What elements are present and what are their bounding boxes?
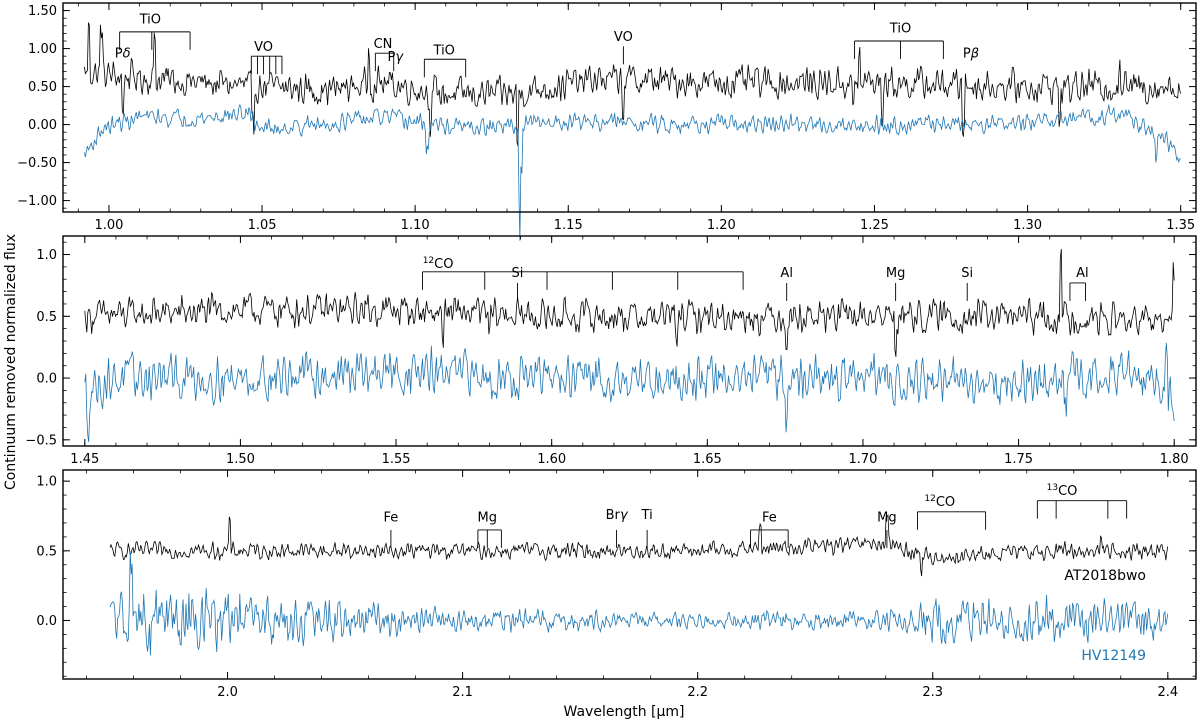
x-tick-label: 1.70 <box>848 452 877 467</box>
line-id-label: Pβ <box>963 47 979 62</box>
x-tick-label: 2.0 <box>217 685 238 700</box>
y-tick-label: 1.50 <box>28 4 57 19</box>
line-id-mg: Mg <box>886 266 905 301</box>
line-id-ti: Ti <box>641 508 653 548</box>
x-tick-label: 1.60 <box>537 452 566 467</box>
x-tick-label: 1.65 <box>693 452 722 467</box>
panel-1: 1.00 1.05 1.10 1.15 1.20 1.25 1.30 1.35 −1.00 −0.… <box>17 2 1197 241</box>
x-tick-label: 1.50 <box>226 452 255 467</box>
line-id-label: TiO <box>433 44 455 59</box>
line-id-si: Si <box>512 266 524 301</box>
spectrum-hv12149 <box>84 103 1181 241</box>
line-id-label: Pδ <box>115 47 131 62</box>
y-tick-label: 0.00 <box>28 118 57 133</box>
y-tick-label: 0.5 <box>36 544 57 559</box>
line-id-label: Al <box>1076 266 1089 281</box>
line-id-pδ: Pδ <box>115 47 131 62</box>
x-tick-label: 1.15 <box>554 218 583 233</box>
x-tick-label: 1.80 <box>1160 452 1189 467</box>
x-tick-label: 1.75 <box>1004 452 1033 467</box>
x-tick-label: 1.35 <box>1166 218 1195 233</box>
x-tick-label: 2.1 <box>452 685 473 700</box>
line-id-si: Si <box>961 266 973 301</box>
line-id-label: TiO <box>889 22 911 37</box>
x-tick-label: 1.00 <box>94 218 123 233</box>
y-tick-label: 0.0 <box>36 372 57 387</box>
x-tick-label: 1.05 <box>248 218 277 233</box>
spectrum-hv12149 <box>84 342 1175 442</box>
y-tick-label: 0.5 <box>36 310 57 325</box>
x-tick-label: 1.55 <box>382 452 411 467</box>
line-id-vo: VO <box>614 30 633 65</box>
line-id-label: Fe <box>384 511 399 526</box>
line-id-al: Al <box>1069 266 1089 301</box>
line-id-label: VO <box>614 30 633 45</box>
line-id-label: 12CO <box>423 256 454 272</box>
line-id-cn: CN <box>374 37 395 72</box>
line-id-pγ: Pγ <box>387 50 404 65</box>
line-id-label: Mg <box>478 511 497 526</box>
line-id-label: Mg <box>877 511 896 526</box>
line-id-tio: TiO <box>854 22 944 59</box>
y-tick-label: 0.0 <box>36 614 57 629</box>
line-id-label: VO <box>254 40 273 55</box>
spectrum-at2018bwo <box>84 22 1182 147</box>
y-tick-label: 1.0 <box>36 475 57 490</box>
line-id-label: 13CO <box>1047 483 1078 499</box>
line-id-12co: 12CO <box>422 256 744 290</box>
x-tick-label: 2.4 <box>1157 685 1178 700</box>
y-tick-label: 1.00 <box>28 42 57 57</box>
panel-2: 1.45 1.50 1.55 1.60 1.65 1.70 1.75 1.80 −0.5 0.0 0… <box>25 235 1197 467</box>
panel-3: 2.0 2.1 2.2 2.3 2.4 0.0 0.5 1.0 Fe Mg Brγ Ti Fe Mg 12C… <box>36 469 1197 700</box>
x-tick-label: 2.2 <box>687 685 708 700</box>
legend-hv12149: HV12149 <box>1081 648 1146 664</box>
x-axis-title: Wavelength [μm] <box>564 704 685 720</box>
spectrum-hv12149 <box>109 551 1169 656</box>
y-tick-label: −0.5 <box>25 433 57 448</box>
line-id-label: Si <box>961 266 973 281</box>
y-axis-title: Continuum removed normalized flux <box>3 234 19 490</box>
line-id-fe: Fe <box>750 511 789 548</box>
x-tick-label: 1.10 <box>401 218 430 233</box>
line-id-label: Si <box>512 266 524 281</box>
line-id-mg: Mg <box>877 511 897 548</box>
y-tick-label: −1.00 <box>17 194 57 209</box>
axes-frame <box>62 469 1197 680</box>
x-tick-label: 2.3 <box>922 685 943 700</box>
line-id-label: Fe <box>762 511 777 526</box>
line-id-label: CN <box>374 37 393 52</box>
line-id-label: Pγ <box>387 50 404 65</box>
line-id-tio: TiO <box>119 13 191 50</box>
line-id-brγ: Brγ <box>606 508 629 548</box>
line-id-label: Brγ <box>606 508 629 523</box>
line-id-pβ: Pβ <box>963 47 979 62</box>
line-id-label: Al <box>780 266 793 281</box>
line-id-label: Ti <box>641 508 653 523</box>
line-id-al: Al <box>780 266 793 301</box>
spectrum-at2018bwo <box>84 249 1175 357</box>
panels: 1.00 1.05 1.10 1.15 1.20 1.25 1.30 1.35 −1.00 −0.… <box>17 2 1197 700</box>
legend-at2018bwo: AT2018bwo <box>1064 568 1146 584</box>
x-tick-label: 1.45 <box>70 452 99 467</box>
line-id-label: Mg <box>886 266 905 281</box>
line-id-tio: TiO <box>423 44 467 78</box>
x-tick-label: 1.20 <box>707 218 736 233</box>
line-id-12co: 12CO <box>917 494 987 530</box>
x-tick-label: 1.25 <box>860 218 889 233</box>
y-tick-label: 0.50 <box>28 80 57 95</box>
line-id-mg: Mg <box>477 511 502 548</box>
y-tick-label: −0.50 <box>17 156 57 171</box>
spectrum-at2018bwo <box>109 514 1169 577</box>
line-id-vo: VO <box>250 40 283 75</box>
line-id-label: TiO <box>139 13 161 28</box>
x-tick-label: 1.30 <box>1013 218 1042 233</box>
line-id-fe: Fe <box>384 511 399 548</box>
line-id-13co: 13CO <box>1036 483 1128 519</box>
axes-frame <box>62 235 1197 447</box>
line-id-label: 12CO <box>924 494 955 510</box>
y-tick-label: 1.0 <box>36 248 57 263</box>
